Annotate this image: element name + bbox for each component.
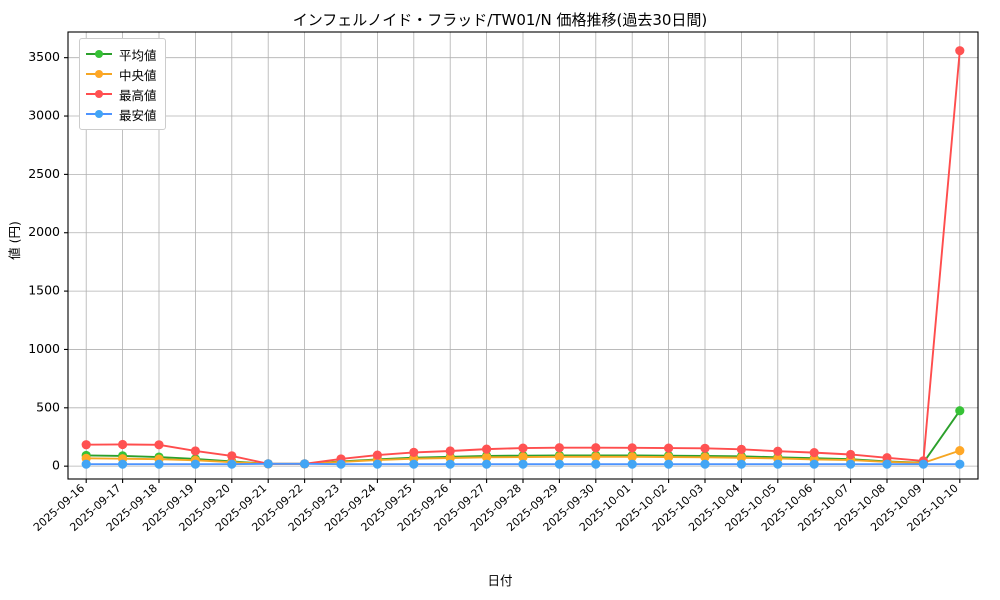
data-point (591, 443, 601, 453)
y-tick-labels: 0 500 1000 1500 2000 2500 3000 3500 (28, 49, 60, 472)
data-point (372, 450, 382, 460)
y-tick-label: 1000 (28, 341, 60, 356)
data-point (554, 443, 565, 453)
data-point (482, 452, 492, 462)
series-layer (81, 46, 965, 469)
data-point (154, 459, 164, 469)
axis-layer (64, 31, 979, 483)
y-tick-label: 2000 (28, 224, 60, 239)
data-point (846, 449, 856, 460)
legend-item-4[interactable]: 最安値 (86, 104, 157, 124)
data-point (918, 459, 929, 469)
data-point (445, 459, 455, 469)
data-point (118, 459, 128, 469)
legend-marker-icon (86, 48, 112, 60)
data-point (700, 443, 710, 453)
legend-marker-icon (86, 68, 112, 80)
data-point (154, 440, 164, 450)
data-point (227, 451, 237, 461)
data-point (955, 46, 965, 56)
data-point (627, 443, 637, 453)
data-point (627, 452, 637, 462)
data-point (227, 459, 237, 469)
legend-item-2[interactable]: 中央値 (86, 64, 157, 84)
data-point (409, 447, 419, 457)
chart-title: インフェルノイド・フラッド/TW01/N 価格推移(過去30日間) (292, 11, 708, 29)
data-point (700, 459, 710, 469)
data-point (955, 446, 965, 456)
data-point (664, 459, 674, 469)
legend-marker-icon (86, 88, 112, 100)
y-tick-label: 3000 (28, 108, 60, 123)
data-point (882, 459, 892, 469)
data-point (554, 459, 565, 469)
data-point (736, 459, 747, 469)
data-point (336, 459, 346, 469)
data-point (372, 459, 382, 469)
data-point (300, 459, 310, 469)
data-point (627, 459, 637, 469)
data-point (263, 459, 273, 469)
legend-item-label: 平均値 (119, 47, 157, 63)
data-point (664, 443, 674, 453)
data-point (81, 440, 91, 450)
y-tick-label: 3500 (28, 49, 60, 64)
data-point (700, 452, 710, 462)
data-point (409, 459, 419, 469)
data-point (736, 453, 747, 463)
legend-item-label: 最安値 (119, 107, 157, 123)
data-point (664, 452, 674, 462)
data-point (190, 459, 200, 469)
data-point (554, 452, 565, 462)
axes-spines (67, 31, 979, 480)
data-point (518, 443, 528, 453)
data-point (445, 446, 455, 456)
legend-item-label: 中央値 (119, 67, 157, 83)
data-point (773, 459, 783, 469)
data-point (482, 459, 492, 469)
data-point (736, 444, 747, 454)
legend-item-3[interactable]: 最高値 (86, 84, 157, 104)
data-point (809, 448, 819, 458)
data-point (882, 453, 892, 463)
chart-legend: 平均値中央値最高値最安値 (79, 38, 166, 130)
data-point (118, 439, 128, 450)
data-point (846, 459, 856, 469)
legend-item-1[interactable]: 平均値 (86, 44, 157, 64)
data-point (773, 446, 783, 456)
legend-item-label: 最高値 (119, 87, 157, 103)
data-point (518, 452, 528, 462)
data-point (81, 459, 91, 469)
data-point (955, 406, 965, 416)
y-tick-label: 2500 (28, 166, 60, 181)
data-point (591, 452, 601, 462)
data-point (482, 444, 492, 454)
x-axis-label: 日付 (487, 573, 513, 588)
legend-marker-icon (86, 108, 112, 120)
data-point (518, 459, 528, 469)
data-point (190, 446, 200, 456)
y-tick-label: 0 (52, 458, 60, 473)
y-tick-label: 1500 (28, 283, 60, 298)
data-point (809, 459, 819, 469)
y-tick-label: 500 (36, 399, 60, 414)
data-point (955, 459, 965, 469)
grid-layer (68, 32, 978, 479)
x-tick-labels: 2025-09-162025-09-172025-09-182025-09-19… (31, 482, 961, 534)
data-point (591, 459, 601, 469)
